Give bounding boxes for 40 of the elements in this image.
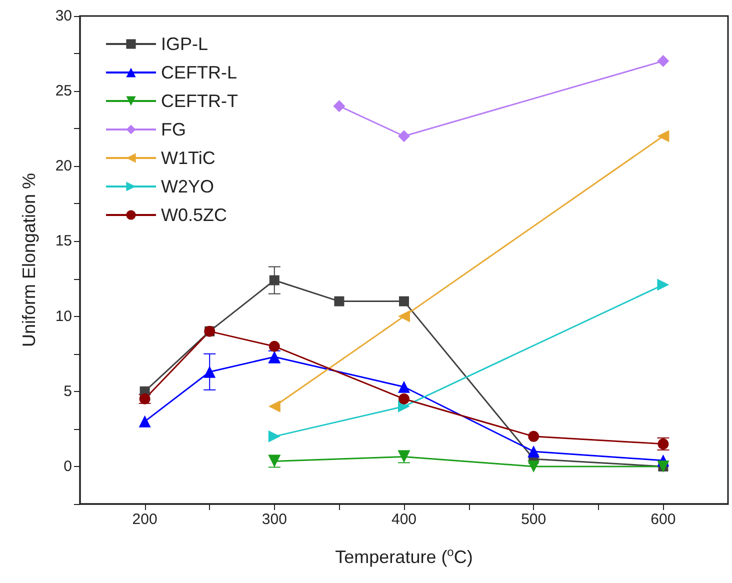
y-tick-label: 0 (64, 458, 72, 475)
point (204, 366, 216, 378)
point (657, 278, 670, 291)
point (268, 340, 280, 352)
point (333, 100, 346, 112)
point (398, 380, 410, 393)
y-tick-label: 5 (64, 382, 72, 400)
point (398, 310, 410, 322)
legend-label: W1TiC (161, 148, 216, 168)
point (657, 130, 670, 142)
y-tick-label: 25 (55, 82, 72, 100)
point (268, 400, 280, 412)
y-tick-label: 30 (55, 8, 72, 24)
point (268, 430, 280, 442)
y-tick-label: 10 (55, 308, 72, 325)
legend-label: W0.5ZC (161, 205, 228, 225)
point (399, 296, 409, 306)
y-tick-label: 20 (55, 158, 72, 175)
x-tick-label: 600 (650, 511, 676, 528)
point (398, 400, 410, 412)
legend-label: CEFTR-L (161, 62, 237, 82)
legend-label: IGP-L (161, 34, 208, 54)
point (398, 130, 410, 142)
x-tick-label: 500 (521, 511, 546, 528)
point (269, 275, 280, 286)
x-tick-label: 300 (262, 511, 287, 528)
legend-label: CEFTR-T (161, 91, 238, 111)
legend-label: FG (161, 120, 186, 140)
y-tick-label: 15 (55, 232, 72, 250)
point (138, 415, 151, 428)
point (528, 460, 540, 472)
y-axis-title: Uniform Elongation % (19, 172, 39, 348)
point (334, 296, 344, 306)
point (528, 445, 540, 458)
legend-label: W2YO (161, 176, 214, 196)
point (657, 55, 670, 68)
x-tick-label: 400 (391, 511, 417, 528)
x-tick-label: 200 (132, 511, 158, 528)
point (528, 430, 540, 442)
point (398, 393, 410, 404)
